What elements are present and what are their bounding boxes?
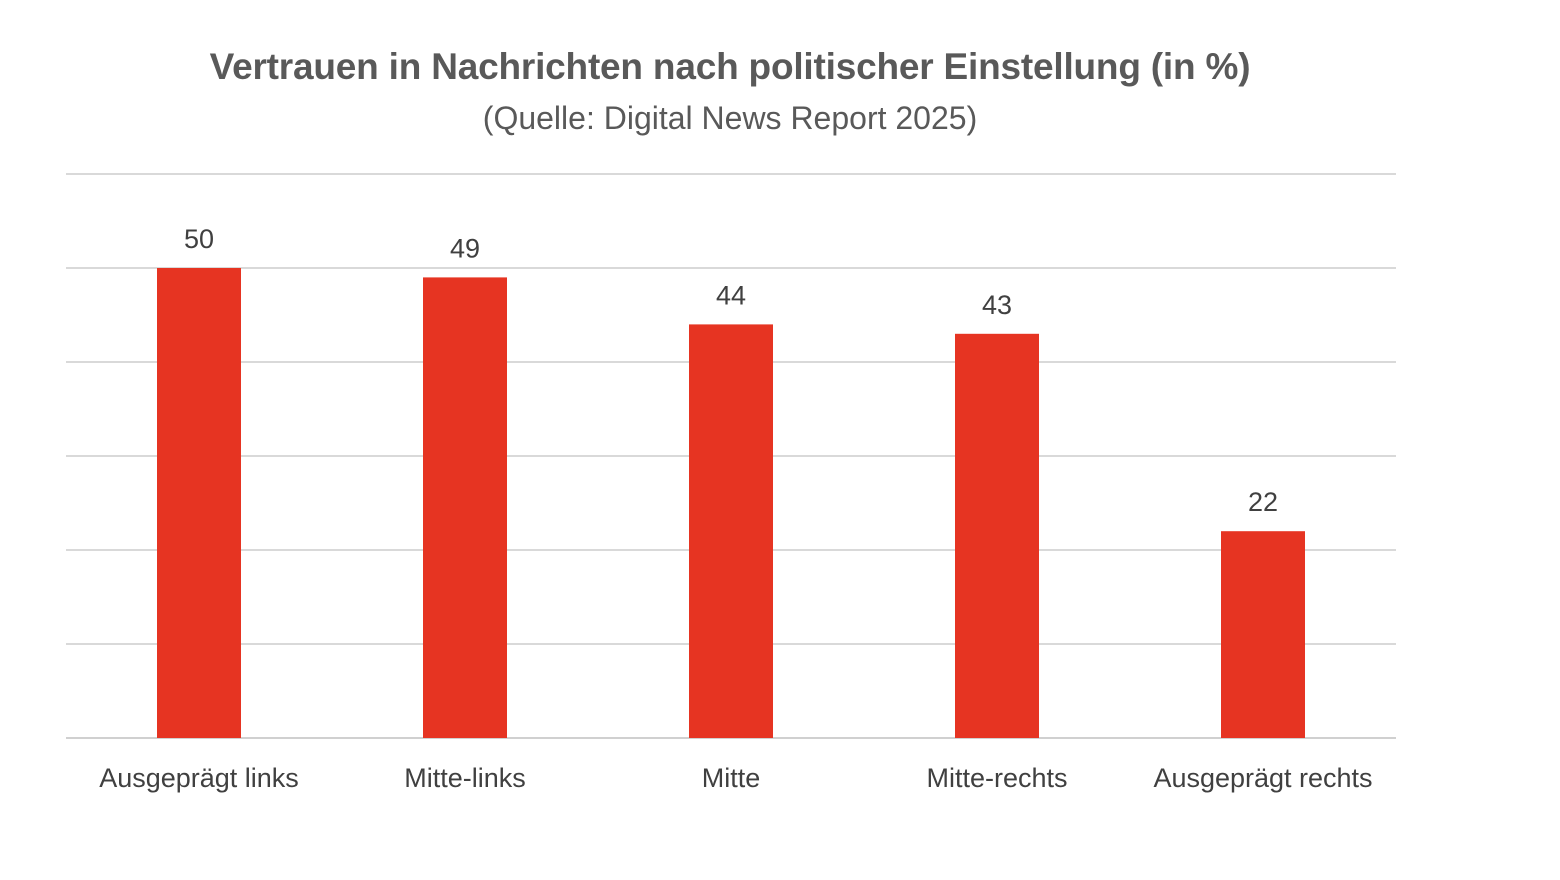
- bars: [157, 268, 1305, 738]
- x-tick-label: Ausgeprägt links: [99, 763, 299, 793]
- x-tick-label: Mitte-rechts: [926, 763, 1067, 793]
- bar: [1221, 531, 1305, 738]
- data-labels: 50 49 44 43 22: [184, 224, 1278, 517]
- data-label: 43: [982, 290, 1012, 320]
- bar: [157, 268, 241, 738]
- x-tick-label: Mitte: [702, 763, 761, 793]
- data-label: 50: [184, 224, 214, 254]
- chart-subtitle: (Quelle: Digital News Report 2025): [482, 100, 978, 136]
- bar: [423, 277, 507, 738]
- bar: [955, 333, 1039, 738]
- data-label: 44: [716, 280, 746, 310]
- data-label: 22: [1248, 487, 1278, 517]
- data-label: 49: [450, 233, 480, 263]
- x-tick-label: Mitte-links: [404, 763, 526, 793]
- x-tick-label: Ausgeprägt rechts: [1153, 763, 1372, 793]
- x-axis-tick-labels: Ausgeprägt links Mitte-links Mitte Mitte-re…: [99, 763, 1372, 793]
- chart-title: Vertrauen in Nachrichten nach politische…: [209, 46, 1251, 87]
- bar: [689, 324, 773, 738]
